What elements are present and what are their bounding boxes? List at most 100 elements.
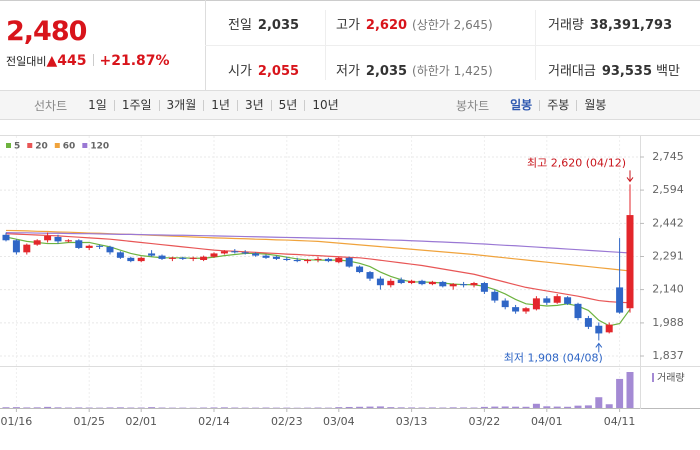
y-tick-label: 2,140 [652,283,684,296]
x-tick-label: 03/04 [323,415,355,428]
candle-body [512,307,520,312]
moving-average-line [5,232,631,254]
candle-body [418,280,426,285]
tab[interactable]: 1일 [88,97,107,112]
legend-swatch [27,143,33,148]
tab[interactable]: 월봉 [576,99,613,111]
volume-bar [387,407,395,408]
volume-bar [148,407,156,408]
x-tick-label: 02/23 [271,415,303,428]
candle-body [23,244,31,253]
candle-body [397,279,405,284]
candle-body [210,253,218,257]
change-row: 전일대비▲445 +21.87% [6,53,170,69]
candle-body [314,258,322,261]
stat-label: 시가 [228,64,252,79]
candle-body [158,255,166,259]
volume-bar [460,407,468,408]
tab[interactable]: 5년 [270,99,305,111]
stat-value: 2,055 [257,64,300,79]
volume-bar [605,404,613,408]
volume-bar [44,406,52,408]
stat-value: 2,035 [365,64,408,79]
candle-body [127,257,135,262]
tab[interactable]: 10년 [304,99,345,111]
annotation-arrow [595,342,603,348]
legend-label: 20 [35,142,48,152]
candle-body [345,257,353,267]
volume-bar [449,407,457,408]
volume-bar [23,407,31,408]
tab[interactable]: 주봉 [539,99,576,111]
legend-label: 60 [63,142,76,152]
stat-note: (상한가 2,645) [412,18,493,32]
stat-note: (하한가 1,425) [412,64,493,78]
volume-bar [584,405,592,408]
moving-average-line [5,236,631,327]
legend-swatch [652,373,654,382]
tab-group: 선차트 1일 1주일 3개월 1년 3년 5년 10년 [34,91,346,119]
volume-bar [12,407,20,408]
volume-bar [345,406,353,408]
change-value: 445 [57,53,87,69]
x-tick-label: 01/25 [73,415,105,428]
candle-body [106,246,114,253]
candle-body [376,278,384,286]
tab[interactable]: 3년 [236,99,271,111]
legend-label: 120 [90,142,109,152]
candle-body [179,257,187,259]
volume-bar [220,407,228,408]
candle-body [12,240,20,253]
volume-bar [335,407,343,408]
volume-bar [553,406,561,408]
candle-body [33,240,41,245]
candle-body [460,284,468,286]
candle-body [491,291,499,301]
candle-body [564,297,572,304]
volume-bar [574,405,582,408]
legend-swatch [6,143,11,148]
candle-body [283,258,291,261]
stat-value: 2,035 [257,18,300,33]
candle-body [595,325,603,334]
candle-body [470,283,478,286]
stat: 거래대금 93,535 백만 [548,60,680,79]
candle-body [220,251,228,254]
volume-bar [376,406,384,408]
candle-body [75,240,83,248]
tab[interactable]: 일봉 [510,97,533,112]
tab-group-label: 선차트 [34,98,68,113]
stat-value: 93,535 [601,64,653,79]
candle-body [168,257,176,259]
tab-group: 봉차트 일봉 주봉 월봉 [456,91,613,119]
separator [92,54,94,66]
candle-body [449,284,457,287]
candle-body [2,234,10,241]
candle-body [262,255,270,258]
candle-body [439,281,447,287]
tab[interactable]: 3개월 [158,99,204,111]
candle-body [64,240,72,242]
stat-label: 저가 [336,64,360,79]
volume-bar [512,406,520,408]
tab[interactable]: 1년 [203,99,237,111]
candle-body [96,245,104,247]
volume-bar [428,407,436,408]
x-tick-label: 02/01 [125,415,157,428]
tab[interactable]: 1주일 [113,99,159,111]
y-tick-label: 2,291 [652,250,684,263]
volume-bar [626,372,634,408]
candle-body [584,318,592,327]
volume-bar [210,407,218,408]
volume-bar [366,406,374,408]
volume-bar [480,406,488,408]
change-percent: +21.87% [99,53,170,69]
y-tick-label: 1,988 [652,316,684,329]
volume-bar [532,403,540,408]
candle-body [231,251,239,253]
candle-body [366,272,374,279]
x-tick-label: 03/13 [396,415,428,428]
volume-bar [106,407,114,408]
